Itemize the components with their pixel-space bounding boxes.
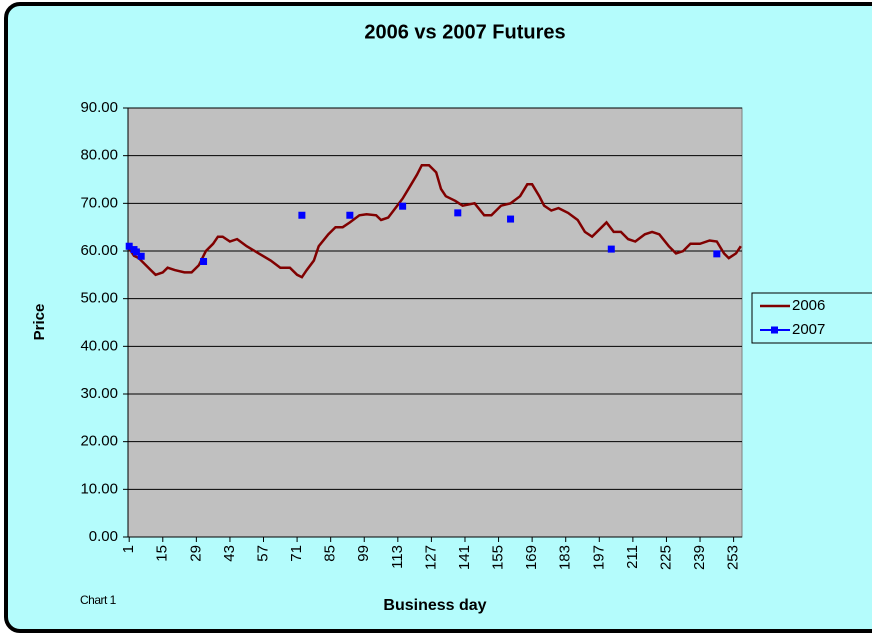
x-tick-label: 85 (322, 545, 339, 562)
legend-label: 2006 (792, 297, 825, 314)
chart-title: 2006 vs 2007 Futures (364, 21, 565, 43)
legend (751, 292, 872, 344)
legend-marker (771, 326, 778, 334)
point (132, 248, 140, 256)
plot-area (127, 107, 743, 538)
y-tick-label: 70.00 (80, 194, 118, 211)
y-tick-label: 40.00 (80, 337, 118, 354)
point (298, 211, 306, 219)
point (507, 215, 515, 223)
point (200, 257, 208, 265)
point (454, 209, 462, 217)
y-tick-label: 80.00 (80, 147, 118, 164)
point (137, 252, 145, 260)
y-tick-label: 20.00 (80, 433, 118, 450)
x-tick-label: 155 (490, 545, 507, 570)
point (346, 211, 354, 219)
legend-label: 2007 (792, 321, 825, 338)
x-tick-label: 15 (154, 545, 171, 562)
y-tick-label: 60.00 (80, 242, 118, 259)
y-tick-label: 90.00 (80, 99, 118, 116)
line-2006 (128, 163, 742, 279)
point (125, 242, 133, 250)
x-tick-label: 225 (657, 545, 674, 570)
y-tick-label: 30.00 (80, 385, 118, 402)
x-tick-label: 197 (590, 545, 607, 570)
y-tick-label: 0.00 (89, 528, 118, 545)
x-tick-label: 29 (187, 545, 204, 562)
x-tick-label: 57 (254, 545, 271, 562)
x-tick-label: 141 (456, 545, 473, 570)
y-tick-label: 10.00 (80, 480, 118, 497)
y-axis-label: Price (31, 304, 48, 341)
x-tick-label: 43 (221, 545, 238, 562)
x-tick-label: 183 (557, 545, 574, 570)
x-tick-label: 253 (725, 545, 742, 570)
x-tick-label: 127 (422, 545, 439, 570)
annotation: Chart 1 (80, 593, 117, 607)
x-tick-label: 71 (288, 545, 305, 562)
x-tick-label: 239 (691, 545, 708, 570)
x-tick-label: 99 (355, 545, 372, 562)
x-tick-label: 113 (389, 545, 406, 569)
x-tick-label: 1 (120, 545, 137, 553)
x-tick-label: 169 (523, 545, 540, 570)
x-axis-label: Business day (383, 597, 486, 614)
point (607, 245, 615, 253)
point (399, 202, 407, 210)
y-tick-label: 50.00 (80, 290, 118, 307)
point (713, 250, 721, 258)
x-tick-label: 211 (624, 545, 641, 569)
